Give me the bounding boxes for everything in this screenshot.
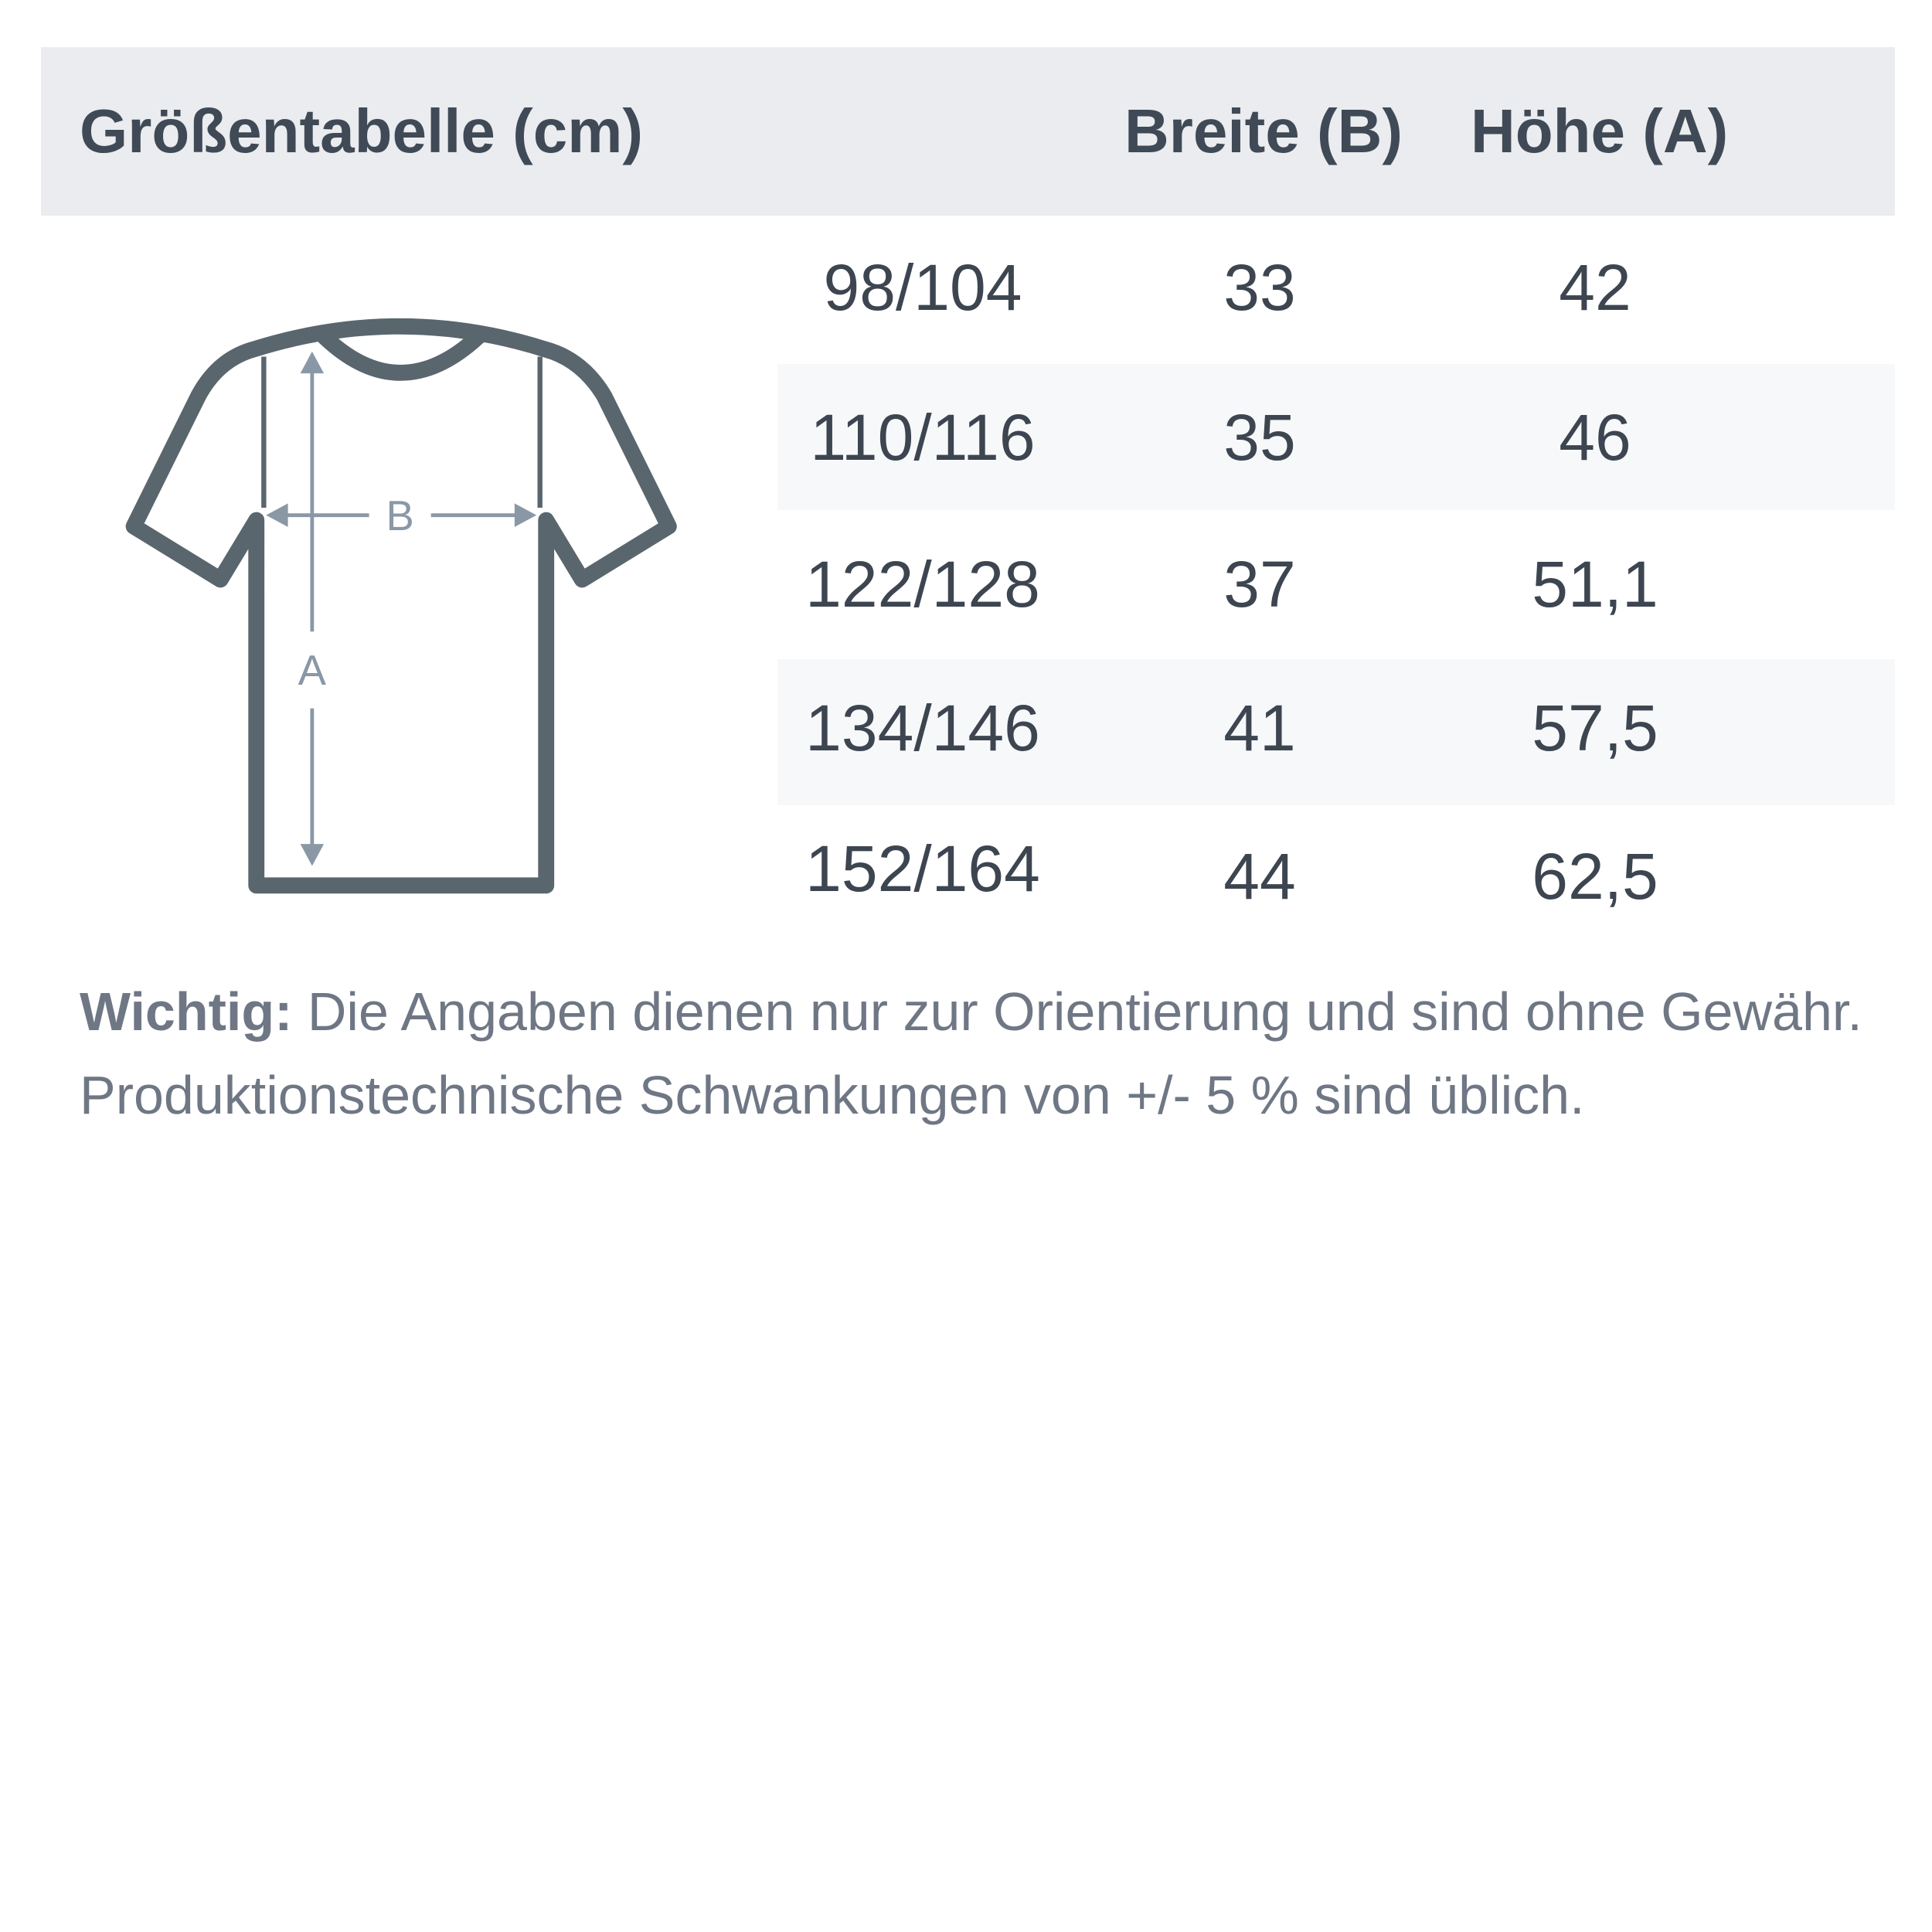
- table-title: Größentabelle (cm): [80, 97, 644, 165]
- size-cell: 98/104: [823, 251, 1022, 324]
- height-label: A: [298, 647, 327, 694]
- height-cell: 46: [1559, 401, 1631, 474]
- row-stripe: [777, 364, 1895, 510]
- size-cell: 110/116: [810, 401, 1036, 474]
- shirt-outline: [125, 318, 677, 894]
- width-cell: 37: [1223, 548, 1296, 621]
- column-header-height: Höhe (A): [1471, 97, 1729, 165]
- note-text: Die Angaben dienen nur zur Orientierung …: [80, 981, 1862, 1125]
- height-cell: 62,5: [1532, 840, 1658, 913]
- height-cell: 51,1: [1532, 548, 1658, 621]
- note-label: Wichtig:: [80, 981, 293, 1042]
- width-cell: 44: [1223, 840, 1296, 913]
- shirt-collar: [316, 328, 487, 381]
- table-header: [41, 47, 1895, 216]
- size-cell: 122/128: [805, 548, 1040, 621]
- row-stripe: [777, 659, 1895, 805]
- size-cell: 152/164: [805, 832, 1040, 905]
- height-cell: 57,5: [1532, 692, 1658, 764]
- height-cell: 42: [1559, 251, 1631, 324]
- width-cell: 33: [1223, 251, 1296, 324]
- width-cell: 41: [1223, 692, 1296, 764]
- size-cell: 134/146: [805, 692, 1040, 764]
- disclaimer-note: Wichtig: Die Angaben dienen nur zur Orie…: [80, 970, 1903, 1137]
- width-label: B: [386, 492, 413, 539]
- width-cell: 35: [1223, 401, 1296, 474]
- column-header-width: Breite (B): [1124, 97, 1403, 165]
